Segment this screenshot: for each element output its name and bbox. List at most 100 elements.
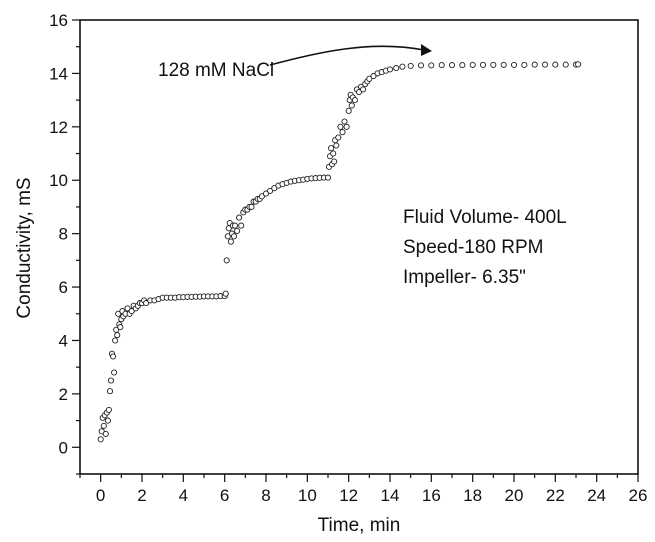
y-tick-label: 10 [49,171,68,190]
data-point [510,61,518,68]
data-point [479,61,487,68]
plot-frame [79,19,639,475]
y-tick-label: 6 [59,278,68,297]
data-point [428,62,435,69]
x-axis-title: Time, min [318,515,401,536]
data-point [107,377,115,384]
y-axis-ticks: 0 2 4 6 8 10 12 14 16 [49,11,80,475]
data-point [417,62,425,69]
data-point [521,61,528,68]
x-tick-label: 2 [137,486,146,505]
data-point [562,61,569,68]
x-tick-label: 14 [381,486,400,505]
data-point [351,97,358,104]
data-point [339,129,346,136]
x-tick-label: 24 [587,486,606,505]
data-point [333,142,340,149]
y-tick-label: 2 [59,385,68,404]
data-point [360,86,367,93]
data-point [115,310,122,317]
data-point [258,193,265,200]
data-point [459,62,466,69]
x-tick-label: 10 [298,486,317,505]
annotation-speed: Speed-180 RPM [403,237,543,258]
data-point [143,300,150,307]
data-point [393,65,400,72]
data-point [399,63,406,70]
y-tick-label: 12 [49,118,68,137]
data-point [105,406,112,413]
data-point [248,203,255,210]
data-point [97,436,104,443]
data-point [552,61,559,68]
x-tick-label: 26 [629,486,648,505]
annotation-impeller: Impeller- 6.35" [403,267,526,288]
data-point [328,145,335,152]
data-point [345,107,352,114]
data-point [366,75,373,82]
data-point [104,417,111,424]
y-tick-label: 4 [59,331,68,350]
annotation-fluid-volume: Fluid Volume- 400L [403,207,567,228]
x-tick-label: 0 [96,486,105,505]
data-point [370,73,377,80]
data-point [234,227,241,235]
x-tick-label: 6 [220,486,229,505]
data-point [341,118,348,125]
y-tick-label: 0 [59,438,68,457]
data-point [106,388,114,395]
data-point [238,222,245,229]
data-point [407,62,414,69]
x-tick-label: 20 [505,486,524,505]
data-point [124,305,131,312]
data-point [386,66,394,73]
axes-frame [79,19,639,475]
data-point [531,61,538,68]
data-point [111,369,118,376]
x-tick-label: 16 [422,486,441,505]
data-point [335,134,342,141]
y-axis-title: Conductivity, mS [14,177,35,318]
x-tick-label: 18 [463,486,482,505]
x-axis-ticks: 0 2 4 6 8 10 12 14 16 18 20 22 24 26 [79,474,648,505]
y-tick-label: 16 [49,11,68,30]
x-tick-label: 12 [339,486,358,505]
data-point [224,233,231,240]
annotation-arrow [269,45,425,66]
data-points [97,61,582,443]
y-tick-label: 8 [59,225,68,244]
data-point [114,332,121,339]
data-point [438,62,445,69]
data-point [448,62,456,69]
x-tick-label: 8 [261,486,270,505]
data-point [128,308,135,315]
data-point [355,89,363,96]
data-point [223,257,230,264]
data-point [230,233,238,240]
x-tick-label: 22 [546,486,565,505]
data-point [337,123,344,130]
data-point [348,102,355,109]
data-point [112,337,119,344]
data-point [500,61,507,68]
data-point [262,190,270,197]
data-point [231,222,239,229]
data-point [343,123,350,130]
data-point [469,61,476,68]
arrow-annotation-label: 128 mM NaCl [158,60,274,81]
data-point [575,61,582,68]
data-point [100,422,107,429]
data-point [324,174,332,181]
data-point [102,430,109,437]
data-point [227,238,234,245]
data-point [330,150,337,157]
x-tick-label: 4 [179,486,188,505]
data-point [236,214,243,221]
annotation-arrowhead [421,44,432,56]
data-point [267,187,274,194]
data-point [541,61,549,68]
data-point [110,353,117,360]
y-tick-label: 14 [49,64,68,83]
data-point [117,324,124,331]
